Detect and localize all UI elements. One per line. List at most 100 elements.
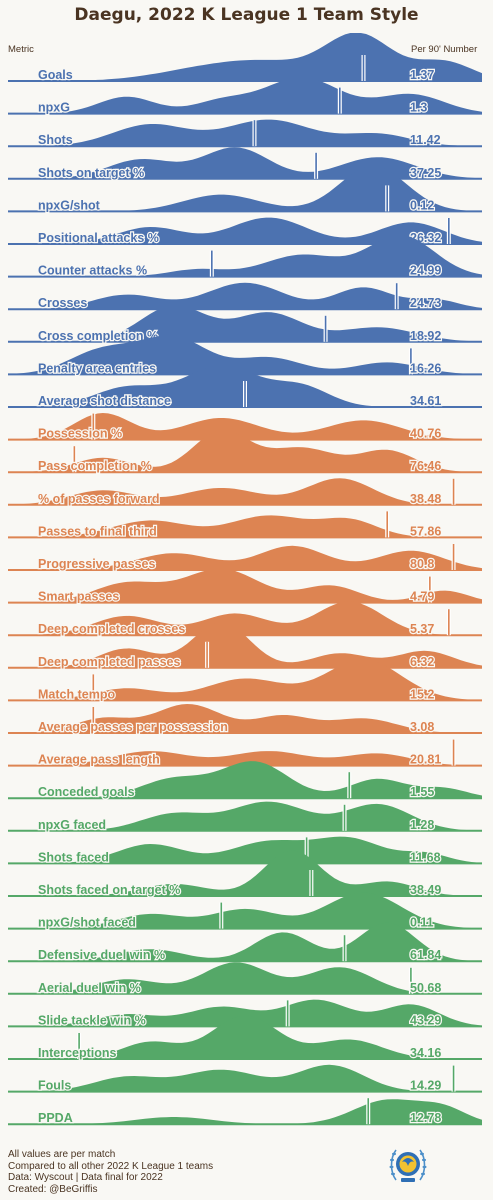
metric-value: 37.25: [410, 166, 441, 180]
footer-line: Data: Wyscout | Data final for 2022: [8, 1172, 163, 1183]
density-ridge: [8, 305, 482, 342]
density-ridge: [8, 1015, 482, 1059]
metric-label: Smart passes: [38, 590, 119, 604]
metric-label: Aerial duel win %: [38, 981, 141, 995]
density-ridge: [8, 545, 482, 570]
density-ridge: [8, 515, 482, 538]
ridge-row: Shots 11.42: [8, 119, 482, 148]
density-ridge: [8, 962, 482, 994]
metric-value: 43.29: [410, 1013, 441, 1027]
metric-label: Penalty area entries: [38, 361, 156, 375]
chart-title: Daegu, 2022 K League 1 Team Style: [74, 5, 419, 25]
metric-value: 50.68: [410, 981, 441, 995]
ridge-row: % of passes forward 38.48: [8, 478, 482, 507]
ridge-row: Pass completion % 76.46: [8, 430, 482, 474]
metric-value: 3.08: [410, 720, 434, 734]
metric-label: Shots faced: [38, 850, 109, 864]
metric-value: 0.12: [410, 198, 434, 212]
metric-value: 34.16: [410, 1046, 441, 1060]
metric-label: npxG/shot faced: [38, 916, 136, 930]
density-ridge: [8, 836, 482, 864]
metric-value: 5.37: [410, 622, 434, 636]
density-ridge: [8, 704, 482, 733]
metric-value: 1.28: [410, 818, 434, 832]
ridge-row: Defensive duel win % 61.84: [8, 922, 482, 963]
metric-label: Average shot distance: [38, 394, 171, 408]
metric-label: Conceded goals: [38, 785, 135, 799]
metric-value: 38.48: [410, 492, 441, 506]
metric-value: 15.2: [410, 687, 434, 701]
metric-value: 1.3: [410, 101, 427, 115]
metric-label: % of passes forward: [38, 492, 160, 506]
footer-line: All values are per match: [8, 1149, 116, 1160]
metric-value: 4.79: [410, 590, 434, 604]
value-column-header: Per 90' Number: [411, 44, 478, 55]
metric-value: 57.86: [410, 524, 441, 538]
ridge-row: Goals 1.37: [8, 33, 482, 83]
metric-value: 38.49: [410, 883, 441, 897]
density-ridge: [8, 217, 482, 244]
metric-value: 61.84: [410, 948, 441, 962]
density-ridge: [8, 335, 482, 375]
metric-label: Shots: [38, 133, 73, 147]
density-ridge: [8, 922, 482, 962]
ridge-row: Passes to final third 57.86: [8, 511, 482, 540]
ridge-row: Cross completion % 18.92: [8, 305, 482, 344]
metric-label: Deep completed passes: [38, 655, 180, 669]
density-ridge: [8, 1064, 482, 1092]
metric-label: Passes to final third: [38, 524, 157, 538]
density-ridge: [8, 622, 482, 668]
density-ridge: [8, 761, 482, 799]
density-ridge: [8, 165, 482, 212]
footer-line: Compared to all other 2022 K League 1 te…: [8, 1160, 214, 1172]
metric-value: 6.32: [410, 655, 434, 669]
ridge-row: npxG/shot 0.12: [8, 165, 482, 214]
ridge-row: Match tempo 15.2: [8, 659, 482, 703]
metric-label: Interceptions: [38, 1046, 117, 1060]
metric-value: 80.8: [410, 557, 434, 571]
ridge-row: Average passes per possession 3.08: [8, 704, 482, 735]
metric-label: Average pass length: [38, 753, 160, 767]
ridge-row: Aerial duel win % 50.68: [8, 962, 482, 996]
ridge-row: Possession % 40.76: [8, 413, 482, 442]
density-ridge: [8, 801, 482, 831]
metric-value: 20.81: [410, 753, 441, 767]
ridge-row: Progressive passes 80.8: [8, 544, 482, 572]
density-ridge: [8, 601, 482, 636]
ridge-row: Average shot distance 34.61: [8, 365, 482, 409]
density-ridge: [8, 119, 482, 147]
metric-label: Match tempo: [38, 687, 115, 701]
footer-notes: All values are per match Compared to all…: [8, 1149, 213, 1195]
ridge-row: Shots faced on target % 38.49: [8, 850, 482, 898]
metric-value: 1.37: [410, 68, 434, 82]
density-ridge: [8, 999, 482, 1027]
ridge-row: Shots faced 11.68: [8, 836, 482, 866]
metric-label: Positional attacks %: [38, 231, 159, 245]
ridge-row: Deep completed crosses 5.37: [8, 601, 482, 637]
metric-value: 24.73: [410, 296, 441, 310]
metric-label: Defensive duel win %: [38, 948, 165, 962]
ridge-row: Fouls 14.29: [8, 1064, 482, 1094]
density-ridge: [8, 892, 482, 929]
metric-label: Deep completed crosses: [38, 622, 185, 636]
metric-value: 76.46: [410, 459, 441, 473]
metric-value: 16.26: [410, 361, 441, 375]
metric-label: Crosses: [38, 296, 87, 310]
ridge-row: Shots on target % 37.25: [8, 147, 482, 181]
ridge-row: Smart passes 4.79: [8, 568, 482, 605]
metric-label: Counter attacks %: [38, 264, 147, 278]
density-ridge: [8, 413, 482, 440]
metric-label: npxG/shot: [38, 198, 101, 212]
ridge-row: Crosses 24.73: [8, 282, 482, 311]
metric-label: Shots faced on target %: [38, 883, 180, 897]
metric-label: Average passes per possession: [38, 720, 228, 734]
metric-label: npxG: [38, 101, 70, 115]
metric-value: 34.61: [410, 394, 441, 408]
density-ridge: [8, 77, 482, 114]
metric-column-header: Metric: [8, 44, 34, 55]
metric-label: Progressive passes: [38, 557, 155, 571]
daegu-fc-crest-icon: [389, 1149, 427, 1182]
metric-label: Goals: [38, 68, 73, 82]
metric-label: Slide tackle win %: [38, 1013, 146, 1027]
